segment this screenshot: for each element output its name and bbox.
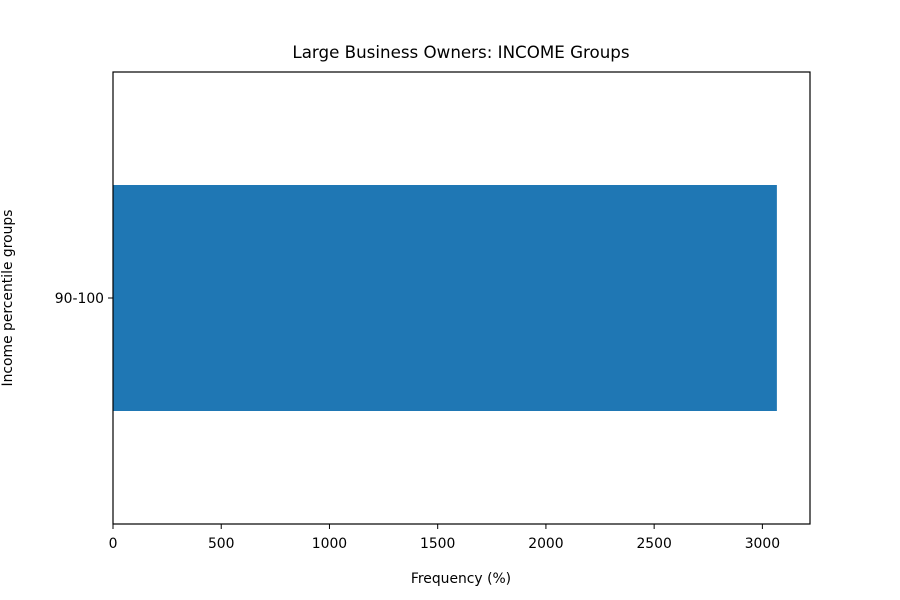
x-axis-label: Frequency (%) [411, 571, 511, 587]
x-tick-label: 0 [109, 536, 118, 552]
chart-title: Large Business Owners: INCOME Groups [292, 42, 629, 62]
x-tick-label: 500 [208, 536, 235, 552]
bars [113, 185, 777, 411]
plot-frame [112, 71, 811, 525]
x-ticks: 0 500 1000 1500 2000 2500 3000 [109, 524, 780, 552]
x-tick-label: 2000 [528, 536, 563, 552]
x-tick-label: 1500 [420, 536, 455, 552]
y-tick-label: 90-100 [55, 291, 104, 307]
x-tick-label: 2500 [636, 536, 671, 552]
y-ticks: 90-100 [55, 291, 113, 307]
x-tick-label: 1000 [312, 536, 347, 552]
bar-90-100 [113, 185, 777, 411]
x-tick-label: 3000 [745, 536, 780, 552]
y-axis-label: Income percentile groups [0, 210, 16, 387]
